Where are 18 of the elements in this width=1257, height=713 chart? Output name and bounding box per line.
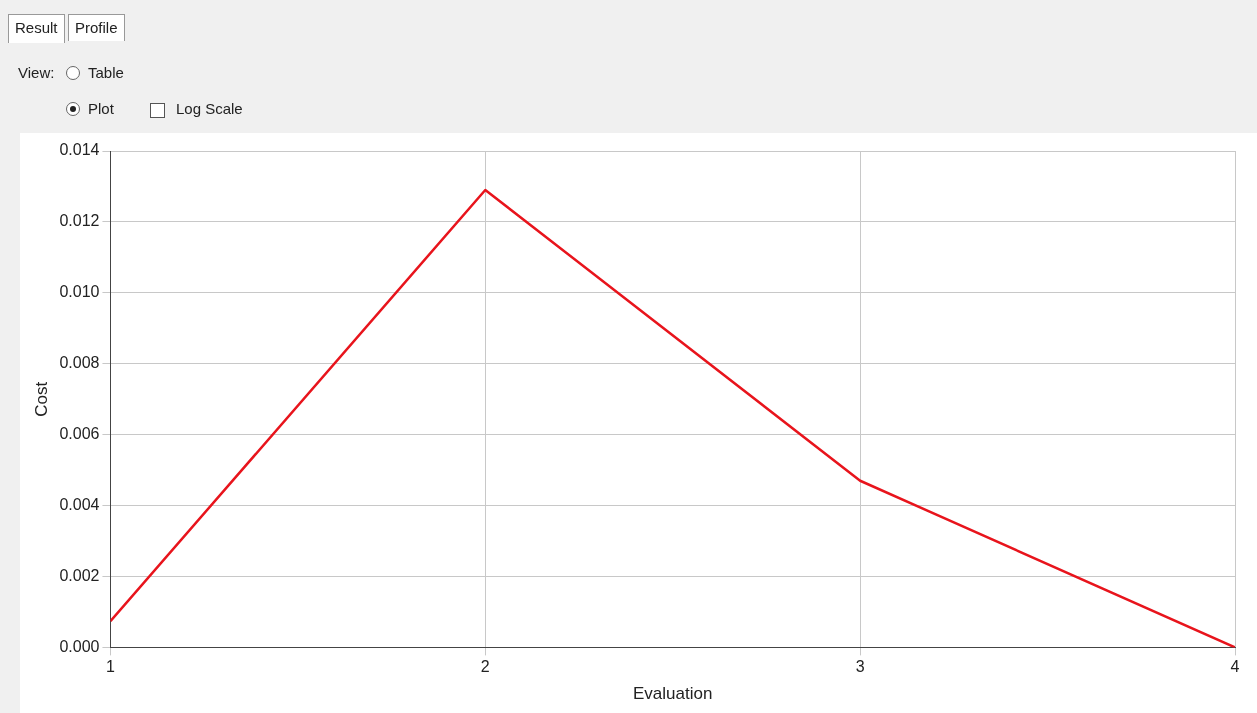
y-tick-label: 0.010 — [59, 283, 100, 301]
y-tick-label: 0.004 — [59, 495, 100, 513]
y-tick-label: 0.012 — [59, 212, 100, 230]
x-tick-label: 2 — [480, 658, 490, 676]
x-axis-title: Evaluation — [633, 684, 713, 704]
y-tick-label: 0.000 — [59, 637, 100, 655]
y-tick-label: 0.006 — [59, 425, 100, 443]
text: View: — [18, 64, 55, 81]
text: Plot — [88, 100, 114, 117]
y-tick-label: 0.002 — [59, 566, 100, 584]
y-axis-title: Cost — [31, 381, 51, 417]
text: Log Scale — [176, 100, 243, 117]
y-tick-label: 0.008 — [59, 354, 100, 372]
y-tick-label: 0.014 — [59, 141, 100, 159]
text: Table — [88, 64, 124, 81]
x-tick-label: 1 — [105, 658, 115, 676]
x-tick-label: 4 — [1230, 658, 1240, 676]
x-tick-label: 3 — [855, 658, 865, 676]
